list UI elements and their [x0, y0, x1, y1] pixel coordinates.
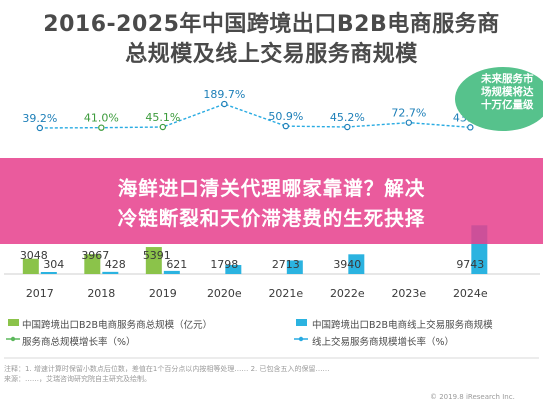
footnote-line-1: 注释：1. 增速计算时保留小数点后位数，差值在1个百分点以内按相等处理…… 2.… — [4, 365, 330, 373]
callout-line-2: 场规模将达 — [481, 86, 534, 98]
growth-rate-marker — [159, 123, 167, 131]
growth-rate-marker — [36, 124, 44, 132]
growth-rate-label: 39.2% — [22, 112, 57, 125]
growth-rate-label: 72.7% — [391, 107, 426, 120]
banner-headline-line-2[interactable]: 冷链断裂和天价滞港费的生死抉择 — [117, 207, 426, 230]
total-scale-bar — [145, 247, 162, 274]
total-scale-value-label: 5391 — [143, 249, 171, 262]
x-tick-label: 2023e — [391, 287, 426, 300]
growth-rate-marker — [344, 123, 351, 131]
x-tick-label: 2024e — [453, 287, 488, 300]
x-tick-label: 2017 — [26, 287, 54, 300]
online-scale-bar — [102, 271, 119, 274]
x-tick-label: 2019 — [149, 287, 177, 300]
growth-rate-label: 45.1% — [145, 111, 180, 124]
online-scale-bar — [163, 270, 180, 274]
total-scale-value-label: 3967 — [81, 249, 109, 262]
online-scale-value-label: 1798 — [210, 258, 238, 271]
online-scale-value-label: 9743 — [456, 258, 484, 271]
headline-banner[interactable] — [0, 158, 543, 244]
online-scale-bar — [286, 260, 303, 274]
source-tag: © 2019.8 iResearch Inc. — [430, 393, 515, 401]
forecast-callout: 未来服务市 场规模将达 十万亿量级 — [455, 67, 543, 131]
growth-rate-marker — [98, 124, 105, 131]
online-scale-value-label: 2713 — [272, 258, 300, 271]
callout-line-3: 十万亿量级 — [481, 99, 534, 111]
chart-title-line-1: 2016-2025年中国跨境出口B2B电商服务商 — [43, 12, 500, 37]
online-scale-value-label: 621 — [166, 258, 187, 271]
online-scale-value-label: 3940 — [333, 258, 361, 271]
total-scale-value-label: 3048 — [20, 249, 48, 262]
growth-rate-line — [39, 103, 471, 129]
legend-label-total-growth: 服务商总规模增长率（%） — [22, 337, 136, 348]
legend-swatch-total-scale — [8, 319, 19, 326]
online-scale-bar — [225, 265, 242, 274]
x-tick-label: 2022e — [330, 287, 365, 300]
online-scale-value-label: 428 — [105, 258, 126, 271]
growth-rate-label: 41.0% — [84, 112, 119, 125]
online-scale-bar — [348, 254, 365, 274]
callout-line-1: 未来服务市 — [481, 73, 534, 85]
legend-swatch-total-growth-marker — [10, 336, 16, 342]
growth-rate-marker — [221, 100, 228, 108]
online-scale-value-label: 304 — [43, 258, 64, 271]
x-tick-label: 2021e — [268, 287, 303, 300]
footnote-line-2: 来源：……，艾瑞咨询研究院自主研究及绘制。 — [4, 375, 151, 383]
total-scale-bar — [22, 258, 39, 274]
chart-title-line-2: 总规模及线上交易服务商规模 — [125, 42, 418, 67]
growth-rate-label: 50.9% — [268, 110, 303, 123]
footnote: 注释：1. 增速计算时保留小数点后位数，差值在1个百分点以内按相等处理…… 2.… — [0, 364, 543, 384]
legend-label-online-growth: 线上交易服务商规模增长率（%） — [312, 337, 455, 348]
x-tick-label: 2018 — [87, 287, 115, 300]
growth-rate-marker — [282, 122, 290, 130]
x-tick-label: 2020e — [207, 287, 242, 300]
growth-rate-marker — [405, 119, 413, 126]
total-scale-bar — [84, 254, 101, 274]
growth-rate-label: 45.2% — [330, 111, 365, 124]
legend-swatch-online-growth-marker — [298, 336, 304, 342]
legend-label-online-scale: 中国跨境出口B2B电商线上交易服务商规模 — [312, 320, 493, 331]
legend-swatch-online-scale — [296, 319, 307, 326]
growth-rate-label: 189.7% — [203, 88, 245, 101]
banner-headline-line-1[interactable]: 海鲜进口清关代理哪家靠谱？解决 — [117, 177, 426, 200]
online-scale-bar — [40, 272, 57, 274]
growth-rate-marker — [467, 124, 474, 131]
legend-label-total-scale: 中国跨境出口B2B电商服务商总规模（亿元） — [22, 320, 213, 331]
